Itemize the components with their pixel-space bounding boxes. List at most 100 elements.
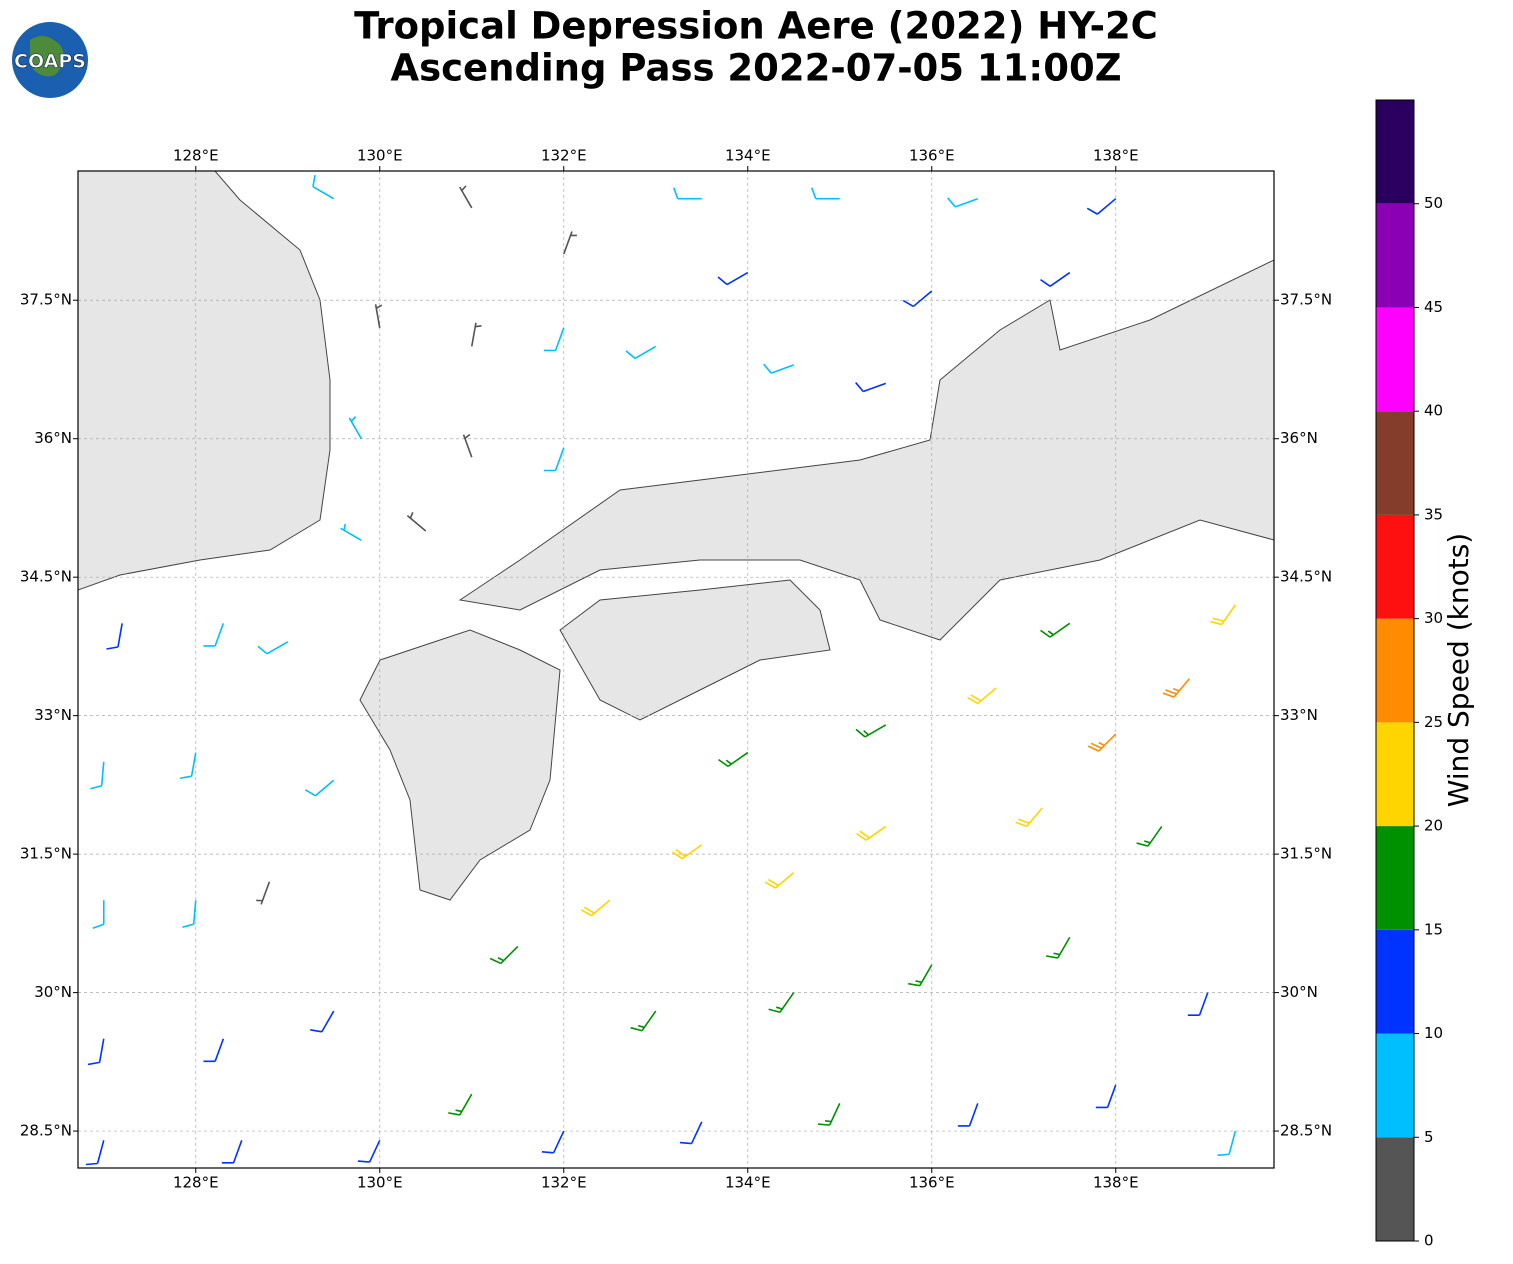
colorbar-segment: [1376, 929, 1414, 1034]
wind-barb: [304, 779, 335, 797]
wind-barb: [902, 290, 933, 308]
y-tick-label: 33°N: [1280, 706, 1318, 724]
wind-barb: [1217, 1130, 1237, 1157]
wind-barb: [357, 1139, 381, 1163]
wind-barb: [856, 825, 887, 841]
colorbar-segment: [1376, 411, 1414, 515]
wind-barb: [1040, 622, 1071, 638]
colorbar-tick-label: 40: [1424, 402, 1443, 420]
chart-title: Tropical Depression Aere (2022) HY-2C: [354, 5, 1158, 48]
wind-barb: [673, 187, 702, 200]
y-tick-label: 37.5°N: [20, 291, 72, 309]
colorbar-tick-label: 45: [1424, 298, 1443, 316]
y-tick-label: 28.5°N: [1280, 1122, 1332, 1140]
colorbar-frame: [1375, 99, 1415, 1242]
wind-barb: [348, 416, 363, 440]
wind-barb: [374, 304, 383, 329]
logo-text: COAPS: [14, 51, 86, 73]
x-tick-label: 136°E: [909, 1174, 955, 1192]
wind-barb: [672, 844, 703, 860]
wind-barb: [1015, 807, 1043, 828]
land-korea: [78, 171, 331, 591]
wind-barb: [763, 363, 795, 374]
land-shikoku: [559, 579, 831, 721]
y-tick-label: 37.5°N: [1280, 291, 1332, 309]
y-tick-label: 31.5°N: [1280, 845, 1332, 863]
wind-barb: [625, 345, 657, 360]
logo-land: [30, 36, 64, 77]
wind-barb: [764, 871, 795, 889]
y-tick-label: 36°N: [1280, 429, 1318, 447]
wind-barb: [203, 1038, 225, 1063]
wind-barb: [257, 641, 289, 655]
colorbar-tick-label: 10: [1424, 1024, 1443, 1042]
wind-barb: [310, 1010, 335, 1033]
y-tick-label: 31.5°N: [20, 845, 72, 863]
x-tick-label: 138°E: [1093, 1174, 1139, 1192]
wind-barb: [489, 945, 519, 965]
y-tick-label: 30°N: [1280, 983, 1318, 1001]
wind-barb: [1187, 992, 1209, 1016]
wind-barb: [1086, 198, 1117, 215]
wind-barb: [312, 175, 335, 200]
wind-barb: [811, 187, 840, 200]
wind-barb: [1162, 678, 1190, 698]
x-tick-label: 128°E: [173, 1174, 219, 1192]
wind-barb: [462, 433, 473, 458]
y-tick-label: 33°N: [34, 706, 72, 724]
y-tick-label: 34.5°N: [1280, 568, 1332, 586]
y-tick-label: 28.5°N: [20, 1122, 72, 1140]
land-kyushu: [359, 629, 561, 901]
colorbar-segment: [1376, 618, 1414, 723]
colorbar-segment: [1376, 1137, 1414, 1241]
colorbar-tick-label: 5: [1424, 1128, 1434, 1146]
wind-barb: [630, 1010, 657, 1032]
map-area: [78, 171, 1274, 1168]
wind-barb: [541, 1130, 565, 1154]
wind-barb: [718, 751, 749, 768]
chart-subtitle: Ascending Pass 2022-07-05 11:00Z: [390, 47, 1121, 90]
wind-barb: [1040, 271, 1071, 287]
colorbar-segment: [1376, 514, 1414, 619]
colorbar-tick-label: 15: [1424, 920, 1443, 938]
wind-barb: [947, 197, 979, 208]
colorbar-tick-label: 0: [1424, 1232, 1434, 1250]
x-tick-label: 134°E: [725, 147, 771, 165]
colorbar-segment: [1376, 826, 1414, 930]
map-frame: [77, 170, 1275, 1169]
x-tick-label: 130°E: [357, 1174, 403, 1192]
wind-barb: [221, 1140, 243, 1164]
wind-barb: [908, 964, 933, 987]
wind-barb: [1095, 1084, 1117, 1109]
wind-barb: [957, 1103, 979, 1127]
wind-barb: [817, 1103, 841, 1126]
colorbar-tick-label: 25: [1424, 713, 1443, 731]
colorbar-segment: [1376, 100, 1414, 204]
colorbar-segment: [1376, 1033, 1414, 1138]
colorbar-tick-label: 30: [1424, 609, 1443, 627]
wind-barb: [92, 900, 105, 930]
wind-barb: [563, 231, 577, 255]
wind-barb: [967, 687, 997, 705]
y-tick-label: 30°N: [34, 983, 72, 1001]
wind-barb: [203, 623, 225, 647]
x-tick-label: 130°E: [357, 147, 403, 165]
x-tick-label: 128°E: [173, 147, 219, 165]
wind-barb: [580, 899, 611, 917]
wind-barb: [1210, 604, 1237, 626]
wind-barb: [459, 185, 473, 209]
colorbar-tick-label: 35: [1424, 505, 1443, 523]
wind-barb: [543, 447, 565, 472]
colorbar-segment: [1376, 722, 1414, 827]
wind-barb: [87, 1038, 105, 1066]
x-tick-label: 136°E: [909, 147, 955, 165]
wind-barb: [179, 752, 197, 780]
wind-barb: [256, 881, 271, 905]
wind-barb: [340, 523, 362, 541]
wind-barb: [448, 1093, 473, 1116]
colorbar-segment: [1376, 203, 1414, 308]
wind-barb: [85, 1140, 105, 1166]
x-tick-label: 134°E: [725, 1174, 771, 1192]
wind-barb: [768, 992, 795, 1014]
